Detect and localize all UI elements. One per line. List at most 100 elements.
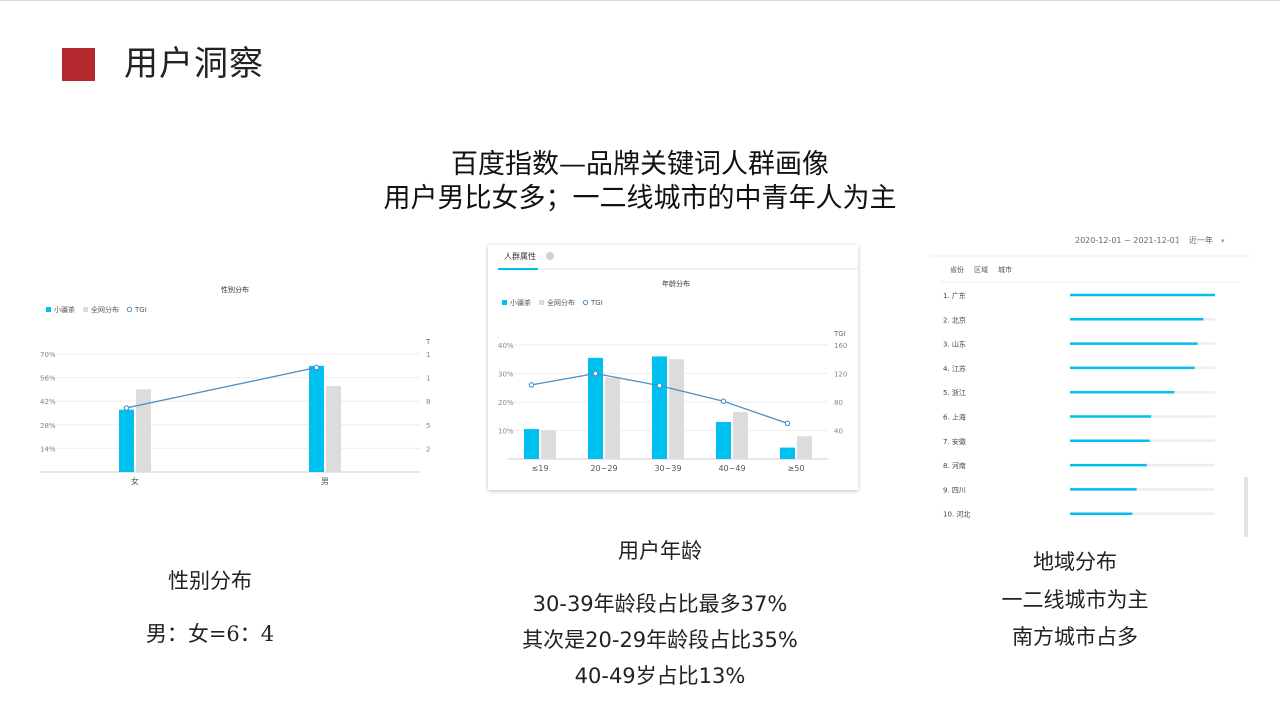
region-label: 5. 浙江 [943, 388, 966, 397]
x-tick-label: 男 [321, 477, 329, 486]
bar-brand [309, 365, 324, 472]
help-icon [546, 252, 554, 260]
tgi-point [123, 405, 130, 411]
gender-caption-title: 性别分布 [168, 569, 252, 593]
bar-brand [588, 357, 603, 459]
y2-tick-label: 120 [834, 371, 847, 379]
subtitle-line-1: 百度指数—品牌关键词人群画像 [451, 149, 829, 180]
legend-swatch [582, 299, 589, 306]
y2-axis-label: TGI [833, 330, 846, 338]
age-chart-panel: 人群属性年龄分布小疆茶 全网分布 TGI TGI 10% 40 20% 80 30% 120 40%… [488, 245, 858, 490]
y-tick-label: 70% [40, 351, 56, 359]
bar-overall [605, 377, 620, 459]
legend-label: 小疆茶 [54, 305, 75, 314]
region-label: 8. 河南 [943, 461, 966, 470]
region-label: 6. 上海 [943, 413, 966, 422]
y-tick-label: 42% [40, 398, 56, 406]
subtitle-line-2: 用户男比女多；一二线城市的中青年人为主 [383, 183, 897, 214]
tgi-point [656, 382, 663, 389]
region-label: 2. 北京 [943, 315, 966, 324]
bar-overall [136, 389, 151, 472]
region-tab[interactable]: 省份 [950, 265, 964, 274]
y-tick-label: 14% [40, 445, 56, 453]
y-tick-label: 40% [498, 342, 514, 350]
chart-title: 年龄分布 [662, 279, 690, 288]
legend-swatch [83, 307, 88, 312]
top-divider [0, 0, 1280, 1]
legend-swatch [126, 306, 133, 313]
y2-tick-label: 28 [426, 445, 430, 453]
region-chart-panel: 2020-12-01 ~ 2021-12-01 近一年 ▾ 省份 区域 城市 1. 广东 2.… [930, 226, 1250, 538]
region-chart: 2020-12-01 ~ 2021-12-01 近一年 ▾ 省份 区域 城市 1. 广东 2.… [930, 235, 1250, 519]
region-scrollbar[interactable] [1244, 477, 1248, 537]
chevron-down-icon: ▾ [1221, 237, 1225, 245]
bar-overall [541, 430, 556, 459]
region-label: 1. 广东 [943, 291, 966, 300]
y-tick-label: 20% [498, 399, 514, 407]
tgi-point [592, 370, 599, 377]
bar-brand [716, 421, 731, 459]
y-tick-label: 56% [40, 375, 56, 383]
region-label: 4. 江苏 [943, 364, 966, 373]
bar-brand [780, 447, 795, 459]
y2-tick-label: 160 [834, 342, 847, 350]
bar-brand [119, 409, 134, 472]
period-select: 近一年 [1189, 235, 1213, 245]
x-tick-label: ≥50 [788, 464, 805, 473]
y2-tick-label: 80 [834, 399, 843, 407]
legend-swatch [539, 300, 544, 305]
region-tab[interactable]: 城市 [998, 265, 1012, 274]
tgi-line [126, 366, 317, 409]
legend-label: 小疆茶 [510, 298, 531, 307]
age-caption-line-2: 其次是20-29年龄段占比35% [522, 628, 798, 652]
chart-title: 性别分布 [221, 285, 249, 294]
legend-label: TGI [134, 306, 147, 314]
title-marker [62, 48, 95, 81]
region-label: 10. 河北 [943, 511, 970, 519]
bar-overall [733, 411, 748, 459]
tgi-point [720, 398, 727, 405]
age-caption-line-1: 30-39年龄段占比最多37% [532, 592, 788, 616]
age-caption-line-3: 40-49岁占比13% [574, 664, 746, 688]
legend-swatch [46, 307, 51, 312]
region-tab[interactable]: 区域 [974, 265, 988, 274]
bar-overall [669, 359, 684, 459]
bar-overall [797, 436, 812, 459]
tgi-point [313, 364, 320, 371]
y2-tick-label: 40 [834, 428, 843, 436]
region-label: 7. 安徽 [943, 437, 966, 446]
tgi-point [528, 382, 535, 388]
bar-brand [652, 356, 667, 459]
x-tick-label: 40~49 [718, 464, 745, 473]
x-tick-label: 女 [131, 476, 139, 486]
x-tick-label: 20~29 [590, 464, 617, 473]
y2-tick-label: 84 [426, 398, 430, 406]
y2-tick-label: 112 [426, 375, 430, 383]
y2-axis-label: TGI [425, 338, 430, 346]
y-tick-label: 28% [40, 422, 56, 430]
region-label: 9. 四川 [943, 486, 966, 494]
region-label: 3. 山东 [943, 340, 966, 349]
y-tick-label: 10% [498, 428, 514, 436]
tab-crowd-attributes: 人群属性 [504, 251, 536, 261]
page-title: 用户洞察 [124, 44, 264, 84]
bar-overall [326, 386, 341, 472]
gender-caption-ratio: 男：女=6：4 [145, 622, 275, 646]
x-tick-label: ≤19 [532, 464, 549, 473]
y2-tick-label: 140 [426, 351, 430, 359]
bar-brand [524, 429, 539, 459]
y2-tick-label: 56 [426, 422, 430, 430]
legend-swatch [502, 300, 507, 305]
legend-label: TGI [590, 299, 603, 307]
region-caption-line-1: 一二线城市为主 [1001, 588, 1149, 612]
tgi-point [784, 420, 791, 427]
region-caption-line-2: 南方城市占多 [1012, 625, 1138, 649]
legend-label: 全网分布 [91, 305, 119, 314]
region-caption-title: 地域分布 [1033, 550, 1117, 574]
age-caption-title: 用户年龄 [618, 539, 702, 563]
y-tick-label: 30% [498, 371, 514, 379]
legend-label: 全网分布 [547, 298, 575, 307]
